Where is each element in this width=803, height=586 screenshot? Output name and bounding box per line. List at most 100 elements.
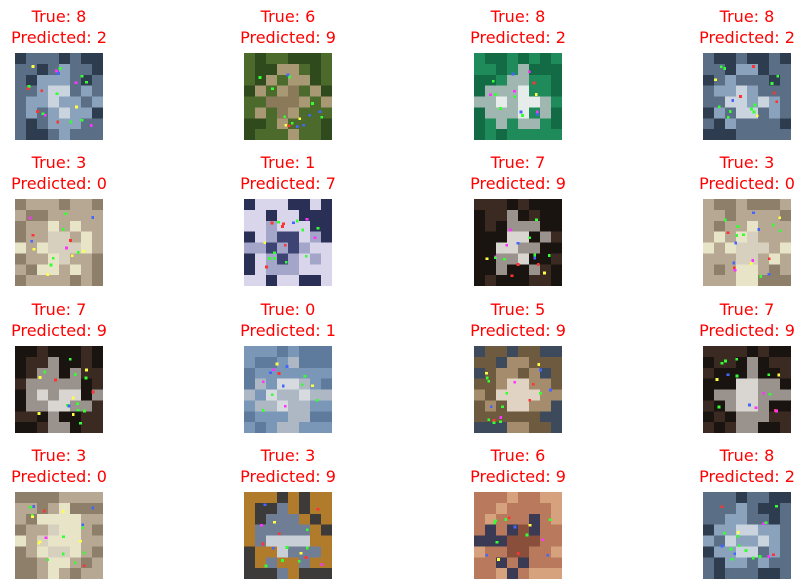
keypoint-dot xyxy=(539,391,542,395)
image-pixel xyxy=(780,275,791,286)
image-pixel xyxy=(747,63,758,75)
image-pixel xyxy=(81,63,92,75)
image-pixel xyxy=(747,389,758,401)
image-pixel xyxy=(255,220,266,232)
image-pixel xyxy=(747,209,758,221)
image-pixel xyxy=(48,275,59,286)
image-pixel xyxy=(266,242,277,254)
keypoint-dot xyxy=(46,273,50,276)
image-pixel xyxy=(540,118,551,130)
keypoint-dot xyxy=(511,72,515,76)
image-pixel xyxy=(244,96,255,108)
image-pixel xyxy=(551,53,562,64)
image-pixel xyxy=(15,378,26,390)
image-pixel xyxy=(288,546,299,558)
image-pixel xyxy=(321,378,332,390)
keypoint-dot xyxy=(277,221,280,224)
image-pixel xyxy=(747,118,758,130)
image-pixel xyxy=(266,513,277,525)
image-pixel xyxy=(255,209,266,221)
keypoint-dot xyxy=(61,228,65,231)
image-pixel xyxy=(26,220,37,232)
predicted-label: Predicted: 0 xyxy=(699,174,795,193)
image-pixel xyxy=(485,107,496,119)
image-pixel xyxy=(59,199,70,210)
image-pixel xyxy=(255,513,266,525)
keypoint-dot xyxy=(71,413,75,416)
image-pixel xyxy=(780,389,791,401)
image-pixel xyxy=(81,546,92,558)
image-pixel xyxy=(518,242,529,254)
image-pixel xyxy=(92,524,103,536)
image-pixel xyxy=(59,535,70,547)
image-pixel xyxy=(540,242,551,254)
image-pixel xyxy=(551,85,562,97)
image-pixel xyxy=(244,242,255,254)
image-pixel xyxy=(299,275,310,286)
keypoint-dot xyxy=(42,509,46,513)
image-pixel xyxy=(321,242,332,254)
keypoint-dot xyxy=(38,376,42,379)
image-pixel xyxy=(26,411,37,423)
image-pixel xyxy=(507,107,518,119)
image-pixel xyxy=(485,568,496,579)
image-pixel xyxy=(474,346,485,357)
frog-thumbnail-image xyxy=(244,53,332,140)
keypoint-dot xyxy=(320,563,324,566)
image-pixel xyxy=(26,568,37,579)
image-pixel xyxy=(474,118,485,130)
image-pixel xyxy=(48,400,59,412)
keypoint-dot xyxy=(501,405,504,408)
image-pixel xyxy=(780,378,791,390)
image-pixel xyxy=(48,492,59,503)
image-pixel xyxy=(758,63,769,75)
image-pixel xyxy=(59,546,70,558)
image-pixel xyxy=(485,129,496,140)
keypoint-dot xyxy=(261,409,265,412)
image-pixel xyxy=(736,422,747,433)
keypoint-dot xyxy=(263,503,267,507)
image-pixel xyxy=(277,129,288,140)
image-pixel xyxy=(725,378,736,390)
image-pixel xyxy=(26,63,37,75)
image-pixel xyxy=(758,367,769,379)
image-pixel xyxy=(70,275,81,286)
image-pixel xyxy=(70,199,81,210)
image-pixel xyxy=(310,199,321,210)
image-pixel xyxy=(70,220,81,232)
keypoint-dot xyxy=(731,99,735,102)
keypoint-dot xyxy=(485,371,488,375)
image-pixel xyxy=(92,502,103,514)
image-pixel xyxy=(529,546,540,558)
image-pixel xyxy=(780,96,791,108)
image-pixel xyxy=(15,74,26,86)
image-pixel xyxy=(70,85,81,97)
image-pixel xyxy=(780,546,791,558)
keypoint-dot xyxy=(76,408,80,412)
keypoint-dot xyxy=(283,243,287,247)
image-pixel xyxy=(310,411,321,423)
image-pixel xyxy=(70,242,81,254)
image-pixel xyxy=(277,400,288,412)
image-pixel xyxy=(48,53,59,64)
image-pixel xyxy=(59,524,70,536)
keypoint-dot xyxy=(281,225,284,228)
image-pixel xyxy=(15,546,26,558)
image-pixel xyxy=(48,568,59,579)
image-pixel xyxy=(59,85,70,97)
image-pixel xyxy=(736,568,747,579)
image-pixel xyxy=(485,346,496,357)
image-pixel xyxy=(15,53,26,64)
keypoint-dot xyxy=(290,121,294,125)
keypoint-dot xyxy=(54,378,57,382)
image-pixel xyxy=(518,63,529,75)
keypoint-dot xyxy=(75,105,78,109)
image-pixel xyxy=(747,502,758,514)
image-pixel xyxy=(277,513,288,525)
keypoint-dot xyxy=(533,256,537,260)
image-pixel xyxy=(529,367,540,379)
image-pixel xyxy=(780,557,791,569)
image-pixel xyxy=(26,118,37,130)
image-pixel xyxy=(714,378,725,390)
image-pixel xyxy=(277,535,288,547)
